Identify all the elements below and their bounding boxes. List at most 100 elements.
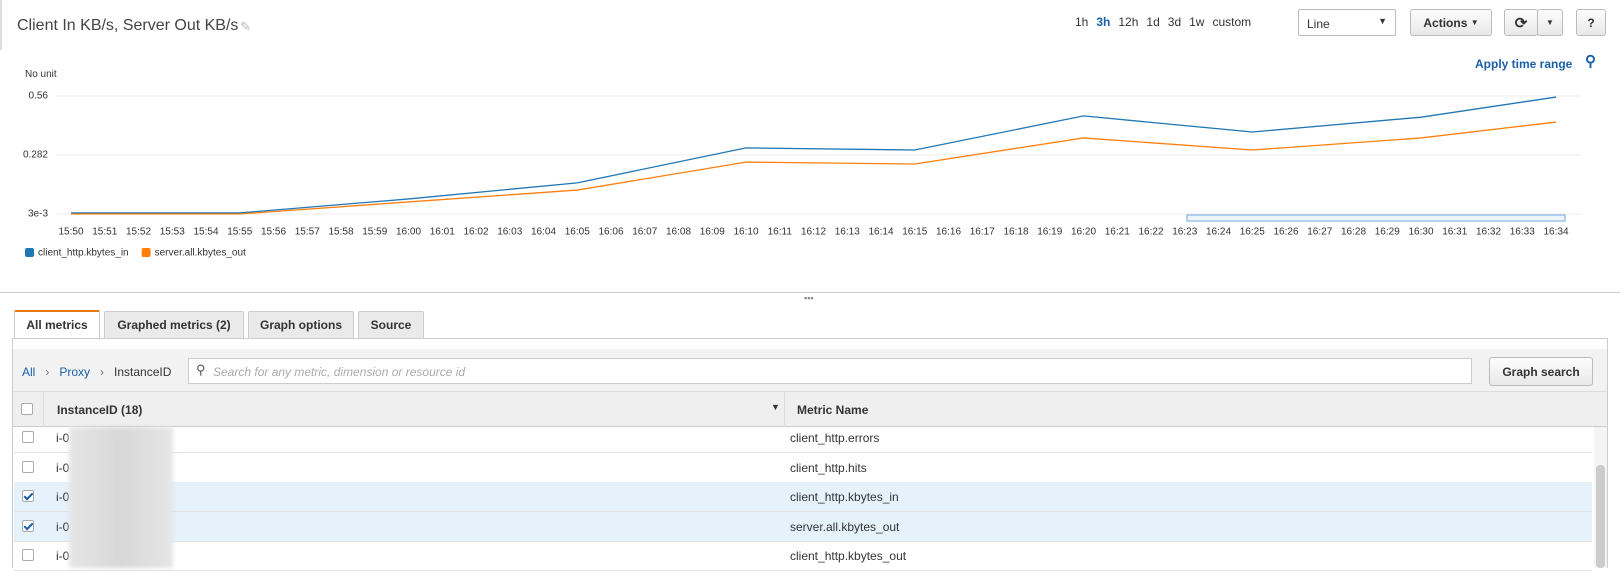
x-tick-label: 16:05 bbox=[565, 227, 590, 238]
chart: 3e-3 0.282 0.56 15:50 15:51 15:52 15:53 15:54 15… bbox=[23, 91, 1582, 259]
edit-icon[interactable]: ✎ bbox=[240, 19, 251, 34]
breadcrumb-separator: › bbox=[45, 365, 50, 379]
breadcrumb-item: InstanceID bbox=[114, 365, 172, 379]
time-ranges: 1h 3h 12h 1d 3d 1w custom bbox=[1075, 15, 1251, 29]
x-tick-label: 16:19 bbox=[1037, 227, 1062, 238]
x-tick-label: 16:34 bbox=[1543, 227, 1568, 238]
legend-swatch bbox=[25, 248, 34, 257]
x-tick-label: 16:00 bbox=[396, 227, 421, 238]
view-value: Line bbox=[1307, 17, 1330, 31]
tab[interactable]: All metrics bbox=[14, 310, 100, 338]
x-tick-label: 15:50 bbox=[58, 227, 83, 238]
y-unit: No unit bbox=[25, 69, 57, 80]
metric-name: client_http.hits bbox=[790, 460, 867, 475]
table-row: i-0 client_http.kbytes_in bbox=[14, 482, 1592, 512]
row-checkbox[interactable] bbox=[22, 431, 34, 443]
x-tick-label: 16:06 bbox=[598, 227, 623, 238]
tab[interactable]: Graphed metrics (2) bbox=[104, 311, 244, 338]
edge bbox=[0, 0, 2, 50]
instance-id: i-0 bbox=[56, 490, 70, 504]
x-tick-label: 16:02 bbox=[463, 227, 488, 238]
range-option[interactable]: custom bbox=[1212, 15, 1252, 29]
actions-label: Actions bbox=[1423, 15, 1468, 30]
x-tick-label: 16:14 bbox=[868, 227, 893, 238]
x-tick-label: 16:09 bbox=[700, 227, 725, 238]
x-tick-label: 16:31 bbox=[1442, 227, 1467, 238]
search-placeholder: Search for any metric, dimension or reso… bbox=[213, 365, 466, 379]
tab[interactable]: Graph options bbox=[248, 311, 354, 338]
x-tick-label: 16:13 bbox=[835, 227, 860, 238]
x-tick-label: 16:23 bbox=[1172, 227, 1197, 238]
x-tick-label: 16:24 bbox=[1206, 227, 1231, 238]
zoom-icon[interactable]: ⚲ bbox=[1585, 53, 1596, 70]
column-header[interactable]: Metric Name bbox=[797, 403, 869, 417]
view-select[interactable]: Line ▼ bbox=[1298, 9, 1396, 36]
range-option[interactable]: 3h bbox=[1096, 15, 1111, 29]
x-tick-label: 15:51 bbox=[92, 227, 117, 238]
x-tick-label: 16:11 bbox=[768, 227, 793, 238]
table-row: i-0 server.all.kbytes_out bbox=[14, 511, 1592, 542]
range-brush[interactable] bbox=[1186, 214, 1566, 222]
x-tick-label: 16:27 bbox=[1307, 227, 1332, 238]
range-option[interactable]: 1d bbox=[1146, 15, 1160, 29]
breadcrumb-item[interactable]: Proxy bbox=[59, 365, 91, 379]
row-checkbox[interactable] bbox=[22, 460, 34, 473]
row-checkbox[interactable] bbox=[22, 549, 34, 561]
row-checkbox[interactable] bbox=[22, 490, 34, 502]
x-tick-label: 16:30 bbox=[1408, 227, 1433, 238]
actions-button[interactable]: Actions ▼ bbox=[1410, 9, 1492, 36]
x-tick-label: 16:29 bbox=[1375, 227, 1400, 238]
x-tick-label: 16:07 bbox=[632, 227, 657, 238]
metric-name: client_http.kbytes_out bbox=[790, 549, 907, 563]
apply-time-range[interactable]: Apply time range bbox=[1475, 57, 1573, 71]
x-tick-label: 16:32 bbox=[1476, 227, 1501, 238]
table-row: i-0 client_http.hits bbox=[14, 453, 1592, 483]
column-header[interactable]: InstanceID (18) bbox=[57, 403, 143, 417]
y-tick-label: 0.282 bbox=[23, 150, 48, 161]
resize-handle[interactable]: ▪▪▪ bbox=[804, 293, 814, 303]
x-tick-label: 16:08 bbox=[666, 227, 691, 238]
legend-swatch bbox=[141, 248, 151, 257]
range-option[interactable]: 3d bbox=[1167, 15, 1182, 29]
refresh-button[interactable]: ⟳ bbox=[1504, 9, 1538, 36]
x-tick-label: 16:15 bbox=[902, 227, 927, 238]
table-row: i-0 client_http.errors bbox=[14, 423, 1592, 453]
x-tick-label: 16:20 bbox=[1071, 227, 1096, 238]
x-tick-label: 16:33 bbox=[1510, 227, 1535, 238]
y-tick-label: 3e-3 bbox=[28, 209, 48, 220]
series-line bbox=[71, 96, 1557, 214]
graph-search-button[interactable]: Graph search bbox=[1489, 357, 1593, 386]
legend-label: server.all.kbytes_out bbox=[155, 248, 246, 259]
select-all[interactable] bbox=[21, 403, 33, 415]
series-line bbox=[71, 121, 1557, 215]
x-tick-label: 16:25 bbox=[1240, 227, 1265, 238]
x-tick-label: 15:57 bbox=[295, 227, 320, 238]
instance-id: i-0 bbox=[56, 549, 70, 563]
breadcrumb-separator: › bbox=[100, 365, 105, 379]
refresh-menu[interactable]: ▼ bbox=[1537, 9, 1563, 36]
scrollbar bbox=[1594, 427, 1607, 568]
row-checkbox[interactable] bbox=[22, 519, 34, 532]
x-tick-label: 16:04 bbox=[531, 227, 556, 238]
breadcrumb-item[interactable]: All bbox=[22, 365, 36, 379]
x-tick-label: 16:16 bbox=[936, 227, 961, 238]
range-option[interactable]: 12h bbox=[1118, 15, 1139, 29]
x-tick-label: 15:56 bbox=[261, 227, 286, 238]
graph-title[interactable]: Client In KB/s, Server Out KB/s bbox=[17, 17, 239, 34]
x-tick-label: 15:53 bbox=[160, 227, 185, 238]
help-button[interactable]: ? bbox=[1576, 9, 1606, 36]
divider bbox=[0, 292, 1620, 293]
x-tick-label: 16:10 bbox=[733, 227, 758, 238]
x-tick-label: 16:03 bbox=[497, 227, 522, 238]
search-box[interactable]: ⚲ Search for any metric, dimension or res… bbox=[188, 358, 1472, 384]
redaction bbox=[69, 427, 173, 568]
tab[interactable]: Source bbox=[358, 311, 424, 338]
x-tick-label: 15:55 bbox=[227, 227, 252, 238]
range-option[interactable]: 1h bbox=[1075, 15, 1089, 29]
x-tick-label: 15:52 bbox=[126, 227, 151, 238]
range-option[interactable]: 1w bbox=[1189, 15, 1205, 29]
sort-icon[interactable]: ▼ bbox=[771, 402, 780, 412]
table-header: InstanceID (18) ▼ Metric Name bbox=[13, 391, 1607, 427]
x-tick-label: 16:26 bbox=[1273, 227, 1298, 238]
